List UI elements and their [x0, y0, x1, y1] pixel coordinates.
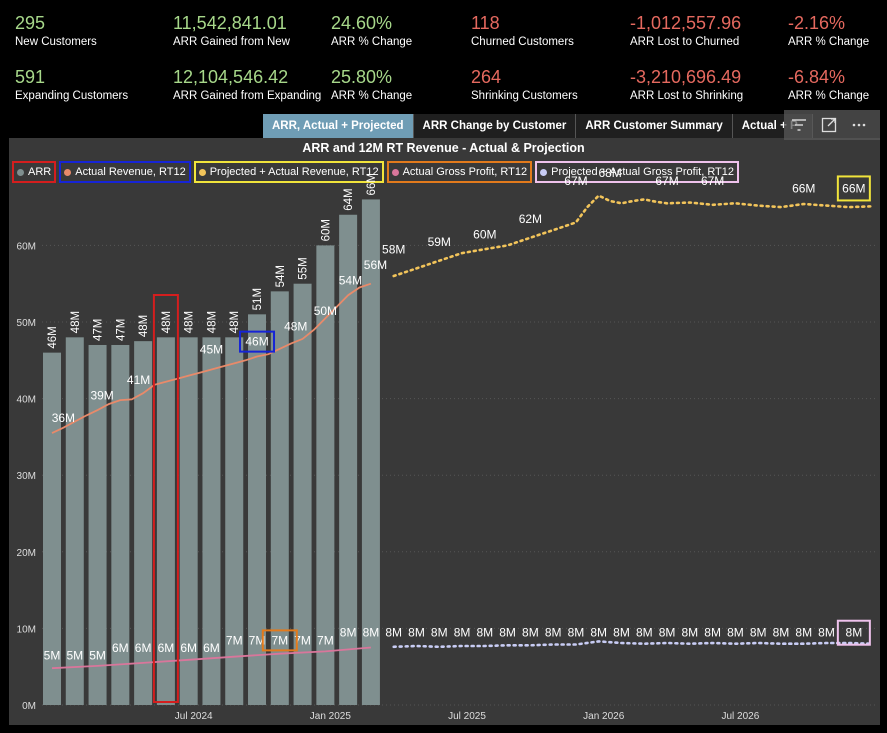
kpi-new-customers: 295 New Customers	[15, 13, 97, 49]
kpi-value: 25.80%	[331, 67, 393, 87]
more-options-icon[interactable]	[844, 111, 874, 139]
kpi-value: 295	[15, 13, 46, 33]
kpi-label: ARR Gained from Expanding	[173, 90, 322, 102]
legend-item-actual-revenue[interactable]: Actual Revenue, RT12	[59, 161, 191, 183]
legend-marker	[540, 168, 548, 176]
kpi-label: ARR % Change	[788, 36, 870, 48]
legend-label: Actual Gross Profit, RT12	[402, 166, 528, 178]
kpi-arr-lost-churned: -1,012,557.96 ARR Lost to Churned	[630, 13, 741, 49]
kpi-arr-pct-expanding: 25.80% ARR % Change	[331, 67, 412, 103]
legend-label: Projected + Actual Gross Profit, RT12	[551, 166, 735, 178]
kpi-label: Churned Customers	[471, 36, 574, 48]
chart-title: ARR and 12M RT Revenue - Actual & Projec…	[302, 141, 585, 155]
legend-label: ARR	[28, 166, 52, 178]
tab-arr-customer-summary[interactable]: ARR Customer Summary	[576, 114, 733, 138]
focus-mode-icon[interactable]	[814, 111, 844, 139]
legend-item-projected-gross-profit[interactable]: Projected + Actual Gross Profit, RT12	[535, 161, 740, 183]
legend-marker	[17, 168, 24, 176]
kpi-label: Shrinking Customers	[471, 90, 578, 102]
legend-marker	[198, 168, 206, 176]
kpi-value: -1,012,557.96	[630, 13, 742, 33]
kpi-value: -6.84%	[788, 67, 846, 87]
kpi-arr-pct-new: 24.60% ARR % Change	[331, 13, 412, 49]
legend-item-projected-revenue[interactable]: Projected + Actual Revenue, RT12	[193, 161, 384, 183]
kpi-value: 11,542,841.01	[173, 13, 287, 33]
legend-marker	[64, 168, 72, 176]
kpi-value: -3,210,696.49	[630, 67, 742, 87]
tab-arr-change-by-customer[interactable]: ARR Change by Customer	[413, 114, 577, 138]
legend-item-actual-gross-profit[interactable]: Actual Gross Profit, RT12	[386, 161, 533, 183]
legend-label: Actual Revenue, RT12	[75, 166, 186, 178]
kpi-label: Expanding Customers	[15, 90, 129, 102]
tab-bar: ARR, Actual + Projected ARR Change by Cu…	[263, 114, 813, 138]
kpi-shrinking-customers: 264 Shrinking Customers	[471, 67, 578, 103]
kpi-arr-pct-shrinking: -6.84% ARR % Change	[788, 67, 869, 103]
chart-panel	[9, 138, 880, 725]
kpi-label: ARR % Change	[331, 36, 413, 48]
kpi-churned-customers: 118 Churned Customers	[471, 13, 574, 49]
legend-item-arr[interactable]: ARR	[12, 161, 57, 183]
kpi-arr-lost-shrinking: -3,210,696.49 ARR Lost to Shrinking	[630, 67, 743, 103]
legend-marker	[391, 168, 399, 176]
filter-icon[interactable]	[784, 111, 814, 139]
legend-label: Projected + Actual Revenue, RT12	[209, 166, 379, 178]
kpi-expanding-customers: 591 Expanding Customers	[15, 67, 128, 103]
kpi-value: -2.16%	[788, 13, 846, 33]
kpi-arr-gained-expanding: 12,104,546.42 ARR Gained from Expanding	[173, 67, 321, 103]
kpi-arr-pct-churned: -2.16% ARR % Change	[788, 13, 869, 49]
kpi-value: 118	[471, 13, 500, 33]
kpi-value: 591	[15, 67, 46, 87]
kpi-label: ARR % Change	[331, 90, 413, 102]
kpi-arr-gained-new: 11,542,841.01 ARR Gained from New	[173, 13, 290, 49]
tab-arr-actual-projected[interactable]: ARR, Actual + Projected	[263, 114, 414, 138]
kpi-label: ARR Gained from New	[173, 36, 290, 48]
kpi-value: 24.60%	[331, 13, 393, 33]
kpi-label: ARR Lost to Shrinking	[630, 90, 744, 102]
kpi-label: ARR % Change	[788, 90, 870, 102]
visual-header-toolbar	[784, 110, 880, 140]
chart-legend: ARR Actual Revenue, RT12 Projected + Act…	[12, 159, 742, 185]
kpi-label: New Customers	[15, 36, 97, 48]
kpi-label: ARR Lost to Churned	[630, 36, 740, 48]
kpi-value: 264	[471, 67, 502, 87]
kpi-value: 12,104,546.42	[173, 67, 289, 87]
